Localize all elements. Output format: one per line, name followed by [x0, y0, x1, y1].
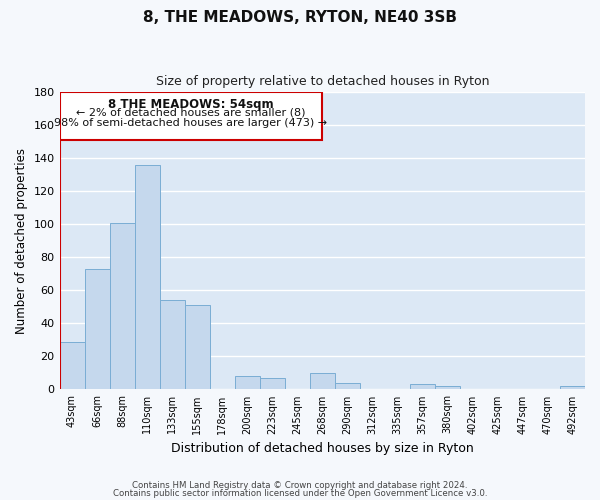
Bar	[260, 378, 285, 390]
Bar	[85, 269, 110, 390]
Bar	[110, 222, 134, 390]
Bar	[310, 373, 335, 390]
Bar	[59, 92, 322, 140]
Text: Contains HM Land Registry data © Crown copyright and database right 2024.: Contains HM Land Registry data © Crown c…	[132, 480, 468, 490]
Text: 8 THE MEADOWS: 54sqm: 8 THE MEADOWS: 54sqm	[108, 98, 274, 110]
Bar	[160, 300, 185, 390]
Bar	[185, 305, 209, 390]
X-axis label: Distribution of detached houses by size in Ryton: Distribution of detached houses by size …	[171, 442, 473, 455]
Bar	[560, 386, 585, 390]
Bar	[410, 384, 435, 390]
Bar	[435, 386, 460, 390]
Text: 98% of semi-detached houses are larger (473) →: 98% of semi-detached houses are larger (…	[55, 118, 328, 128]
Y-axis label: Number of detached properties: Number of detached properties	[15, 148, 28, 334]
Text: Contains public sector information licensed under the Open Government Licence v3: Contains public sector information licen…	[113, 489, 487, 498]
Bar	[59, 342, 85, 390]
Bar	[134, 164, 160, 390]
Text: ← 2% of detached houses are smaller (8): ← 2% of detached houses are smaller (8)	[76, 108, 305, 118]
Bar	[235, 376, 260, 390]
Bar	[335, 383, 360, 390]
Text: 8, THE MEADOWS, RYTON, NE40 3SB: 8, THE MEADOWS, RYTON, NE40 3SB	[143, 10, 457, 25]
Title: Size of property relative to detached houses in Ryton: Size of property relative to detached ho…	[155, 75, 489, 88]
